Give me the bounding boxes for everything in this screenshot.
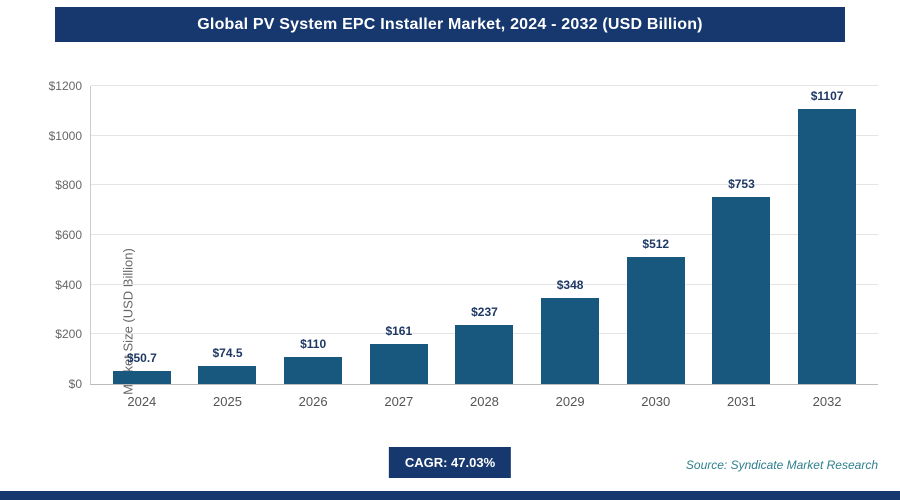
- bar-group-2026: $110 2026: [284, 86, 343, 409]
- y-tick-label: $200: [55, 327, 82, 342]
- bar-series: $50.7 2024 $74.5 2025 $110 2026 $161 2027 $237 20…: [91, 86, 878, 409]
- gridline: [91, 134, 878, 136]
- gridline: [91, 283, 878, 285]
- x-tick-label: 2027: [384, 394, 414, 409]
- y-tick-label: $1200: [48, 79, 82, 93]
- bar-2032: [798, 109, 857, 384]
- chart-area: Market Size (USD Billion) $0 $200 $400 $600…: [49, 79, 878, 409]
- bar-group-2032: $1107 2032: [798, 86, 857, 409]
- bar-value-label: $512: [642, 236, 670, 251]
- x-tick-label: 2032: [812, 394, 842, 409]
- x-tick-label: 2025: [213, 394, 242, 409]
- y-tick-label: $800: [55, 178, 82, 193]
- x-tick-label: 2030: [641, 394, 671, 409]
- chart-title: Global PV System EPC Installer Market, 2…: [55, 7, 845, 42]
- bar-group-2029: $348 2029: [541, 86, 600, 409]
- source-note: Source: Syndicate Market Research: [685, 458, 878, 472]
- gridline: [91, 85, 878, 86]
- bar-group-2027: $161 2027: [369, 86, 428, 409]
- x-tick-label: 2029: [555, 394, 585, 409]
- bar-group-2031: $753 2031: [712, 86, 771, 409]
- gridline: [91, 234, 878, 235]
- bar-2026: [284, 356, 343, 384]
- y-tick-label: $0: [68, 377, 82, 391]
- bar-2028: [455, 325, 514, 384]
- bar-value-label: $74.5: [212, 345, 243, 360]
- bar-2030: [626, 256, 685, 384]
- bottom-accent-bar: [0, 491, 900, 500]
- bar-2027: [369, 344, 428, 384]
- bar-value-label: $753: [728, 177, 755, 192]
- bar-value-label: $348: [556, 277, 584, 292]
- x-tick-label: 2028: [469, 394, 499, 409]
- bar-2031: [712, 197, 771, 384]
- x-tick-label: 2031: [726, 394, 756, 409]
- y-tick-label: $600: [55, 228, 82, 242]
- bar-value-label: $110: [300, 336, 327, 351]
- cagr-badge: CAGR: 47.03%: [388, 447, 512, 478]
- y-tick-label: $400: [55, 277, 82, 292]
- bar-value-label: $161: [385, 324, 413, 339]
- bar-2024: [112, 371, 171, 384]
- bar-2029: [541, 297, 600, 384]
- bar-value-label: $237: [471, 305, 498, 320]
- x-tick-label: 2026: [298, 394, 328, 409]
- bar-value-label: $1107: [810, 89, 844, 104]
- bar-group-2025: $74.5 2025: [198, 86, 257, 409]
- x-tick-label: 2024: [127, 394, 157, 409]
- bar-2025: [198, 365, 257, 384]
- gridline: [91, 184, 878, 186]
- bar-group-2024: $50.7 2024: [112, 86, 171, 409]
- y-tick-label: $1000: [48, 128, 82, 143]
- plot-area: $0 $200 $400 $600 $800 $1000 $1200 $50.7 2024 $74…: [49, 79, 878, 409]
- bar-group-2028: $237 2028: [455, 86, 514, 409]
- bar-group-2030: $512 2030: [626, 86, 685, 409]
- bar-value-label: $50.7: [126, 351, 157, 366]
